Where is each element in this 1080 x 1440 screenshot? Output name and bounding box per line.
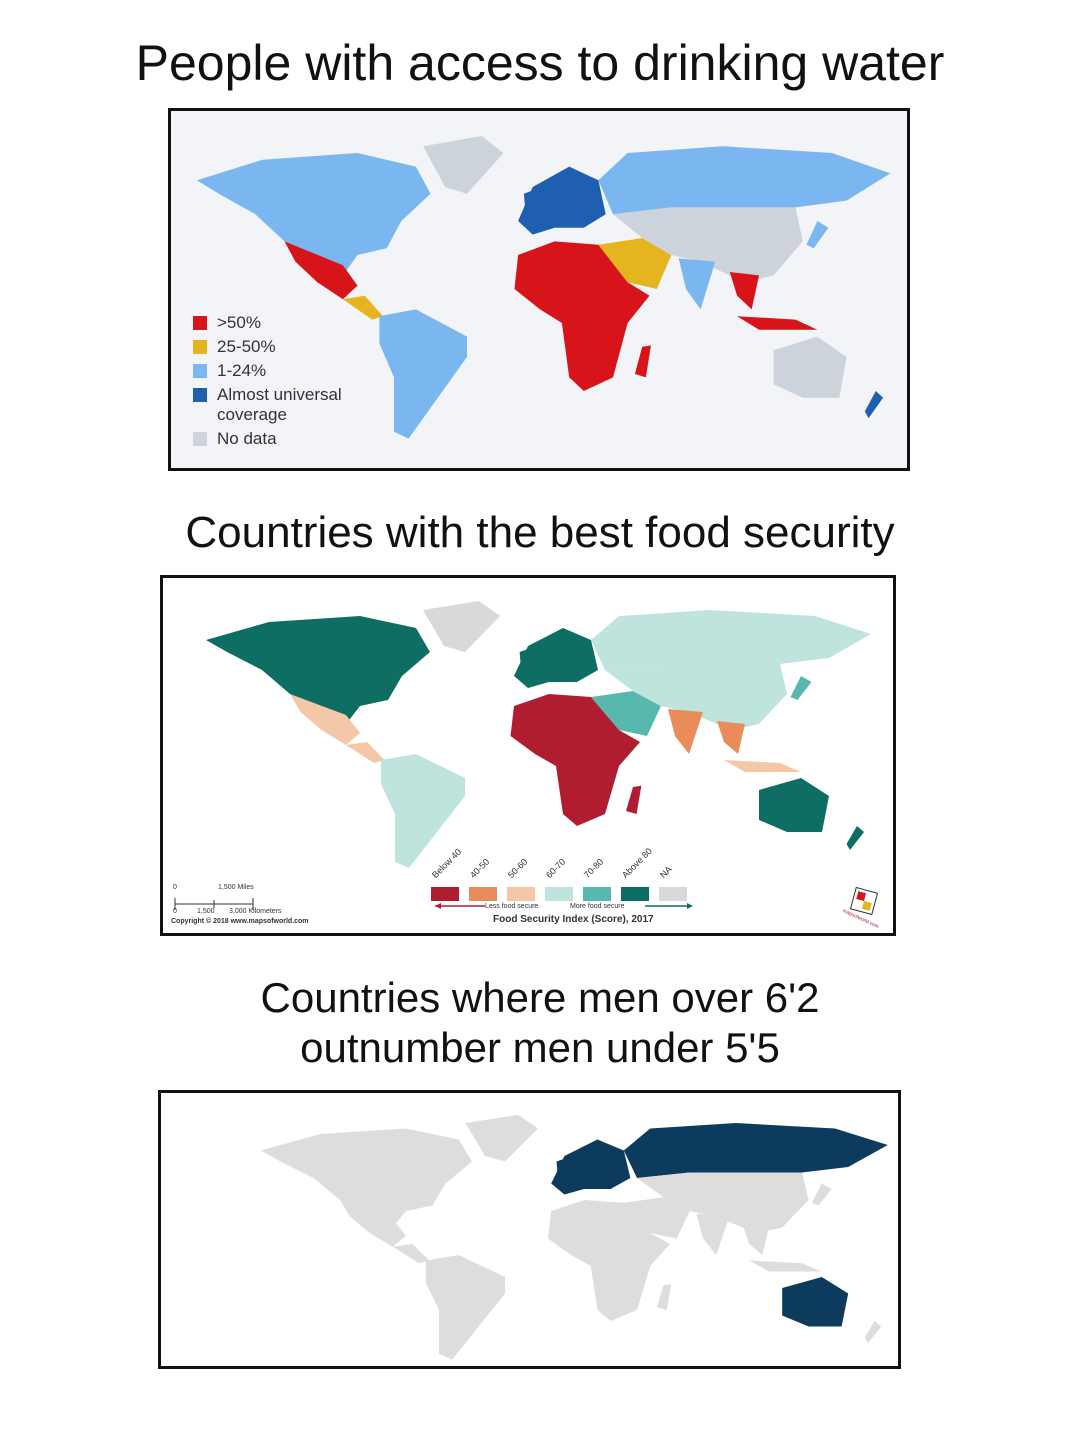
legend-label: >50%: [217, 313, 261, 332]
scale-label: 1,500: [197, 908, 215, 915]
legend-swatch: [545, 887, 573, 901]
map-title: People with access to drinking water: [135, 35, 945, 91]
legend-item: No data: [193, 429, 367, 449]
legend-swatch: [193, 316, 207, 330]
map-title: outnumber men under 5'5: [300, 1024, 780, 1071]
legend-swatch: [583, 887, 611, 901]
legend-swatch: [193, 388, 207, 402]
legend-item: >50%: [193, 313, 367, 333]
scale-label: 0: [173, 884, 177, 891]
map-frame: >50% 25-50% 1-24% Almost universal coverage…: [168, 108, 910, 471]
legend-swatch: [431, 887, 459, 901]
legend-item: Almost universal coverage: [193, 385, 367, 425]
legend-swatch: [469, 887, 497, 901]
legend-label: 25-50%: [217, 337, 276, 356]
legend-swatch: [193, 432, 207, 446]
scale-label: 0: [173, 908, 177, 915]
legend-title: Food Security Index (Score), 2017: [493, 914, 654, 925]
map-frame: [158, 1090, 901, 1369]
legend-swatch: [193, 340, 207, 354]
legend-item: 25-50%: [193, 337, 367, 357]
scale-label: 1,500 Miles: [218, 884, 254, 891]
legend-swatch: [193, 364, 207, 378]
map-title: Countries where men over 6'2: [260, 974, 820, 1021]
world-map: [260, 1114, 888, 1360]
legend-swatch: [507, 887, 535, 901]
scale-label: 3,000 Kilometers: [229, 908, 282, 915]
legend-note: Less food secure: [485, 903, 539, 910]
legend-label: 1-24%: [217, 361, 267, 380]
legend-label: Almost universal coverage: [217, 385, 342, 424]
map-title: Countries with the best food security: [185, 508, 895, 557]
legend-item: 1-24%: [193, 361, 367, 381]
legend-note: More food secure: [570, 903, 625, 910]
copyright: Copyright © 2018 www.mapsofworld.com: [171, 918, 309, 925]
map-frame: 0 1,500 Miles 0 1,500 3,000 Kilometers C…: [160, 575, 896, 936]
legend: >50% 25-50% 1-24% Almost universal coverage…: [193, 313, 367, 453]
legend-swatch: [621, 887, 649, 901]
legend-label: No data: [217, 429, 277, 448]
legend-swatch: [659, 887, 687, 901]
world-map: [174, 601, 879, 916]
